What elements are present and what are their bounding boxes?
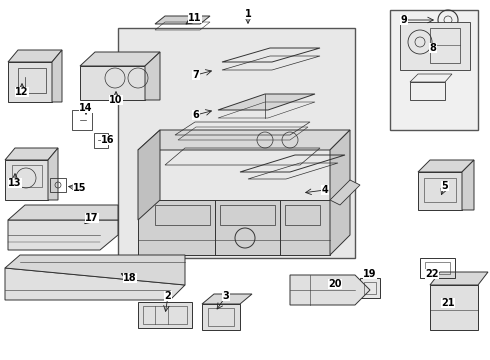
Bar (118, 28, 355, 258)
Polygon shape (138, 130, 350, 150)
Bar (18, 68, 46, 93)
Bar (360, 278, 380, 298)
Text: 17: 17 (85, 213, 99, 223)
Polygon shape (80, 66, 145, 100)
Text: 9: 9 (401, 15, 407, 25)
Polygon shape (155, 16, 210, 24)
Bar (143, 306, 187, 324)
Bar (424, 178, 456, 202)
Text: 8: 8 (430, 43, 437, 53)
Polygon shape (202, 294, 252, 304)
Bar (155, 205, 210, 225)
Polygon shape (8, 50, 62, 62)
Text: 13: 13 (8, 178, 22, 188)
Polygon shape (418, 160, 474, 172)
Bar (285, 205, 320, 225)
Polygon shape (5, 255, 185, 285)
Polygon shape (400, 22, 470, 70)
Polygon shape (48, 148, 58, 200)
Polygon shape (290, 275, 370, 305)
Polygon shape (138, 130, 160, 220)
Polygon shape (430, 272, 488, 285)
Polygon shape (330, 180, 360, 205)
Text: 11: 11 (188, 13, 202, 23)
Polygon shape (138, 302, 192, 328)
Polygon shape (218, 94, 315, 110)
Polygon shape (8, 205, 118, 220)
Bar (220, 205, 275, 225)
Bar (50, 178, 66, 192)
Text: 15: 15 (73, 183, 87, 193)
Text: 20: 20 (328, 279, 342, 289)
Text: 6: 6 (193, 110, 199, 120)
Text: 21: 21 (441, 298, 455, 308)
Text: 10: 10 (109, 95, 123, 105)
Polygon shape (5, 148, 58, 160)
Bar (12, 165, 42, 187)
Text: 12: 12 (15, 87, 29, 97)
Polygon shape (430, 285, 478, 330)
Text: 16: 16 (101, 135, 115, 145)
Text: 1: 1 (245, 9, 251, 19)
Text: 7: 7 (193, 70, 199, 80)
Polygon shape (145, 52, 160, 100)
Bar (364, 282, 376, 294)
Polygon shape (80, 52, 160, 66)
Polygon shape (8, 220, 118, 250)
Polygon shape (330, 130, 350, 255)
Bar (208, 308, 234, 326)
Polygon shape (138, 200, 330, 255)
Polygon shape (52, 50, 62, 102)
Text: 4: 4 (321, 185, 328, 195)
Polygon shape (5, 268, 185, 300)
Bar (425, 262, 450, 274)
Text: 3: 3 (222, 291, 229, 301)
Polygon shape (8, 62, 52, 102)
Polygon shape (418, 172, 462, 210)
Polygon shape (462, 160, 474, 210)
Bar (390, 10, 478, 130)
Polygon shape (202, 304, 240, 330)
Text: 5: 5 (441, 181, 448, 191)
Text: 22: 22 (425, 269, 439, 279)
Text: 19: 19 (363, 269, 377, 279)
Bar (430, 28, 460, 63)
Text: 14: 14 (79, 103, 93, 113)
Text: 18: 18 (123, 273, 137, 283)
Text: 2: 2 (165, 291, 172, 301)
Polygon shape (5, 160, 48, 200)
